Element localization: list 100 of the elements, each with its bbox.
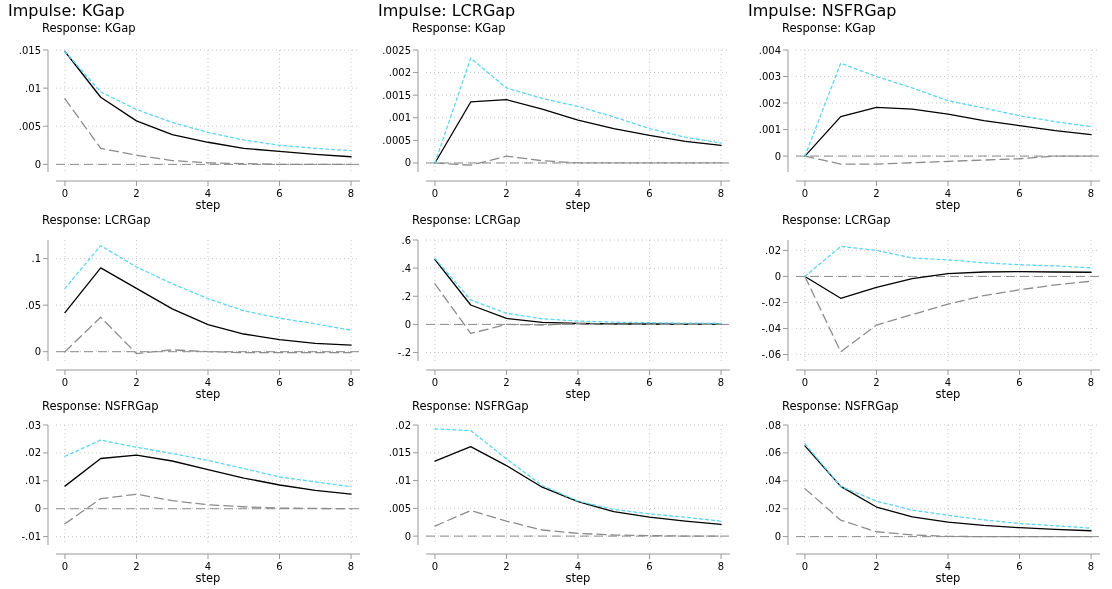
- x-axis-title: step: [565, 198, 591, 212]
- x-tick-label: 0: [801, 377, 809, 388]
- y-tick-label: .003: [758, 71, 781, 83]
- y-tick-label: -.06: [761, 348, 781, 360]
- y-tick-label: .02: [765, 244, 781, 256]
- y-tick-label: .01: [25, 82, 41, 94]
- y-tick-label: .4: [401, 262, 411, 274]
- x-tick-label: 8: [717, 561, 725, 572]
- chart-subtitle: Response: KGap: [42, 21, 136, 35]
- y-tick-label: .05: [25, 299, 41, 311]
- x-tick-label: 8: [347, 377, 355, 388]
- y-tick-label: 0: [774, 531, 781, 543]
- y-tick-label: .01: [25, 475, 41, 487]
- x-tick-label: 8: [717, 188, 725, 199]
- x-tick-label: 8: [1087, 561, 1095, 572]
- x-tick-label: 4: [944, 561, 952, 572]
- y-tick-label: .0015: [382, 89, 411, 101]
- chart-title: Impulse: LCRGap: [378, 1, 516, 20]
- y-tick-label: .02: [765, 503, 781, 515]
- x-tick-label: 2: [503, 188, 510, 199]
- x-tick-label: 4: [204, 188, 212, 199]
- x-tick-label: 4: [204, 561, 212, 572]
- x-tick-label: 8: [1087, 188, 1095, 199]
- y-tick-label: -.02: [761, 296, 781, 308]
- x-tick-label: 2: [873, 561, 880, 572]
- x-tick-label: 2: [503, 377, 510, 388]
- y-tick-label: -.01: [21, 531, 41, 543]
- x-tick-label: 2: [133, 188, 140, 199]
- y-tick-label: 0: [34, 158, 41, 170]
- y-tick-label: .005: [388, 502, 411, 514]
- x-tick-label: 8: [717, 377, 725, 388]
- x-tick-label: 0: [801, 561, 809, 572]
- x-tick-label: 4: [204, 377, 212, 388]
- x-axis-title: step: [935, 387, 961, 401]
- y-tick-label: .005: [18, 120, 41, 132]
- x-axis-title: step: [195, 198, 221, 212]
- x-axis-title: step: [565, 571, 591, 585]
- x-tick-label: 4: [944, 377, 952, 388]
- x-tick-label: 0: [61, 377, 69, 388]
- y-tick-label: .015: [388, 447, 411, 459]
- x-tick-label: 4: [574, 561, 582, 572]
- y-tick-label: .002: [758, 97, 781, 109]
- x-tick-label: 4: [574, 188, 582, 199]
- x-tick-label: 6: [646, 377, 653, 388]
- chart-subtitle: Response: LCRGap: [782, 213, 891, 227]
- y-tick-label: .03: [25, 419, 41, 431]
- y-tick-label: .04: [765, 475, 781, 487]
- x-tick-label: 0: [801, 188, 809, 199]
- x-tick-label: 8: [347, 561, 355, 572]
- x-axis-title: step: [565, 387, 591, 401]
- x-tick-label: 0: [61, 188, 69, 199]
- x-tick-label: 8: [347, 188, 355, 199]
- y-tick-label: .001: [388, 112, 411, 124]
- y-tick-label: .0005: [382, 134, 411, 146]
- y-tick-label: -.04: [761, 322, 781, 334]
- y-tick-label: .01: [395, 475, 411, 487]
- x-tick-label: 6: [646, 188, 653, 199]
- y-tick-label: .08: [765, 419, 781, 431]
- chart-subtitle: Response: LCRGap: [412, 213, 521, 227]
- x-tick-label: 2: [133, 561, 140, 572]
- y-tick-label: 0: [34, 346, 41, 358]
- y-tick-label: .02: [395, 419, 411, 431]
- y-tick-label: -.2: [397, 347, 411, 359]
- y-tick-label: .002: [388, 67, 411, 79]
- x-tick-label: 6: [1016, 377, 1023, 388]
- x-tick-label: 8: [1087, 377, 1095, 388]
- y-tick-label: .0025: [382, 44, 411, 56]
- x-tick-label: 6: [276, 561, 283, 572]
- chart-subtitle: Response: NSFRGap: [412, 399, 529, 413]
- y-tick-label: 0: [774, 270, 781, 282]
- chart-subtitle: Response: KGap: [782, 21, 876, 35]
- y-tick-label: .1: [31, 253, 41, 265]
- y-tick-label: .6: [401, 234, 411, 246]
- y-tick-label: .015: [18, 44, 41, 56]
- y-tick-label: .06: [765, 447, 781, 459]
- chart-title: Impulse: KGap: [8, 1, 125, 20]
- x-axis-title: step: [195, 571, 221, 585]
- y-tick-label: 0: [34, 503, 41, 515]
- chart-subtitle: Response: LCRGap: [42, 213, 151, 227]
- y-tick-label: 0: [404, 157, 411, 169]
- x-tick-label: 4: [944, 188, 952, 199]
- chart-subtitle: Response: KGap: [412, 21, 506, 35]
- y-tick-label: .02: [25, 447, 41, 459]
- x-tick-label: 0: [431, 188, 439, 199]
- y-tick-label: 0: [404, 530, 411, 542]
- y-tick-label: .2: [401, 290, 411, 302]
- x-axis-title: step: [935, 571, 961, 585]
- y-tick-label: 0: [774, 150, 781, 162]
- chart-subtitle: Response: NSFRGap: [782, 399, 899, 413]
- x-axis-title: step: [935, 198, 961, 212]
- chart-subtitle: Response: NSFRGap: [42, 399, 159, 413]
- x-tick-label: 6: [1016, 561, 1023, 572]
- y-tick-label: .004: [758, 44, 781, 56]
- chart-title: Impulse: NSFRGap: [748, 1, 897, 20]
- y-tick-label: .001: [758, 124, 781, 136]
- x-tick-label: 2: [503, 561, 510, 572]
- x-tick-label: 0: [61, 561, 69, 572]
- x-tick-label: 6: [646, 561, 653, 572]
- x-tick-label: 2: [873, 377, 880, 388]
- x-tick-label: 4: [574, 377, 582, 388]
